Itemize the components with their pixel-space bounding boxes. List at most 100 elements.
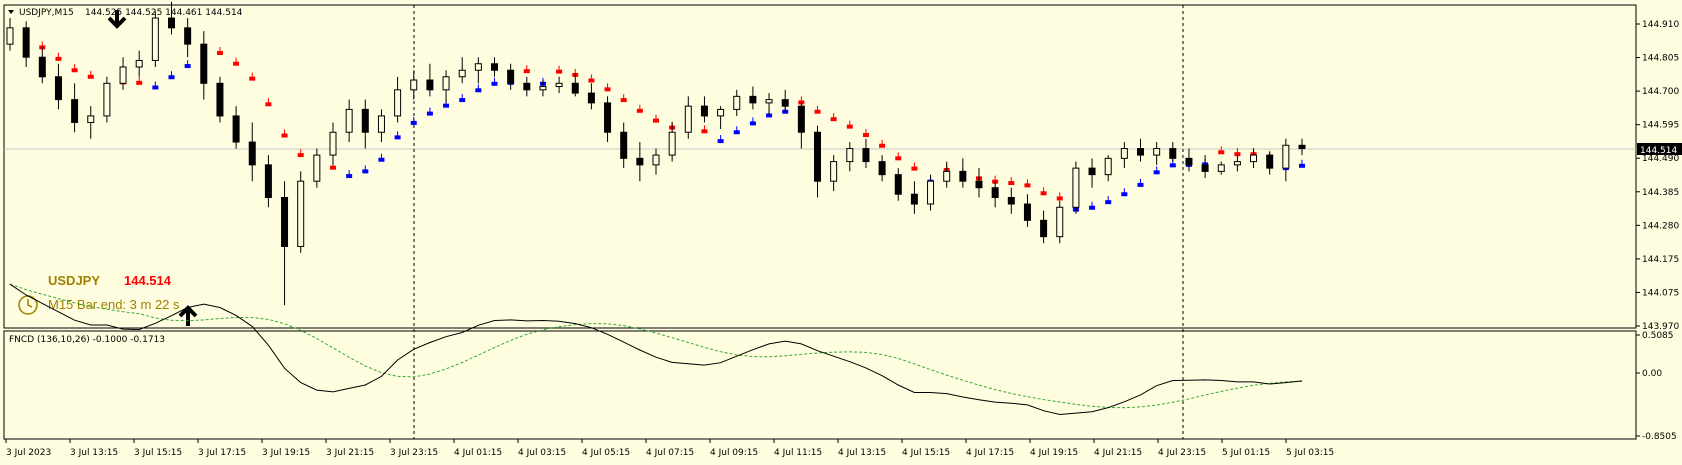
candle-bear (38, 56, 46, 78)
candle-bull (297, 180, 305, 247)
indicator-tick-label: 0.5085 (1642, 331, 1674, 341)
candle-bull (119, 66, 127, 84)
candle-bear (1201, 164, 1209, 172)
candle-bull (943, 170, 951, 182)
candle-bull (329, 131, 337, 156)
candle-bull (539, 86, 547, 91)
candle-bear (71, 99, 79, 123)
price-tick-label: 144.595 (1642, 121, 1679, 131)
candle-bear (587, 92, 595, 104)
candle-bear (507, 69, 515, 84)
candle-bull (1104, 157, 1112, 176)
time-tick-label: 3 Jul 23:15 (390, 448, 438, 458)
indicator-main-line (9, 283, 1303, 416)
candle-bull (1120, 148, 1128, 159)
candle-bear (781, 99, 789, 107)
time-tick-label: 5 Jul 03:15 (1286, 448, 1334, 458)
candle-bear (878, 161, 886, 176)
candle-bull (345, 108, 353, 133)
candle-bull (151, 17, 159, 61)
price-tick-label: 144.910 (1642, 20, 1679, 30)
price-axis[interactable]: 144.910 144.805 144.700 144.595 144.490 144.3… (1636, 20, 1679, 332)
candle-bear (910, 193, 918, 205)
candle-bull (313, 154, 321, 182)
candle-bear (361, 108, 369, 133)
candle-bull (846, 148, 854, 163)
candle-bear (894, 174, 902, 195)
candle-bull (765, 99, 773, 104)
candle-bear (636, 157, 644, 166)
price-tick-label: 144.700 (1642, 87, 1679, 97)
candle-bull (1217, 164, 1225, 172)
candle-bear (1023, 203, 1031, 221)
candle-bull (1250, 154, 1258, 163)
candle-bull (458, 69, 466, 78)
candle-bear (22, 27, 30, 58)
candle-bull (1056, 206, 1064, 238)
candle-bear (862, 148, 870, 163)
indicator-signal-line (9, 283, 1303, 409)
current-price-label: 144.514 (1640, 146, 1677, 156)
candle-bear (281, 196, 289, 247)
indicator-tick-label: -0.8505 (1642, 432, 1677, 442)
time-tick-label: 4 Jul 19:15 (1030, 448, 1078, 458)
candle-bull (474, 63, 482, 71)
time-tick-label: 3 Jul 13:15 (70, 448, 118, 458)
chart-ohlc-values: 144.525 144.525 144.461 144.514 (85, 8, 243, 18)
indicator-axis[interactable]: 0.5085 0.00 -0.8505 (1636, 331, 1677, 442)
indicator-tick-label: 0.00 (1642, 369, 1662, 379)
time-tick-label: 3 Jul 19:15 (262, 448, 310, 458)
candle-bull (733, 95, 741, 110)
candle-bear (216, 82, 224, 117)
candle-bear (1088, 167, 1096, 176)
candle-bear (571, 82, 579, 94)
chart-symbol-title: USDJPY,M15 (19, 8, 74, 18)
time-tick-label: 4 Jul 15:15 (902, 448, 950, 458)
candle-bull (394, 89, 402, 117)
candle-bull (135, 59, 143, 68)
candle-bull (1282, 144, 1290, 169)
candle-bear (54, 76, 62, 101)
candle-bear (1185, 157, 1193, 166)
candle-bear (1040, 219, 1048, 238)
candle-bull (1072, 167, 1080, 208)
price-tick-label: 144.075 (1642, 288, 1679, 298)
chart-menu-icon[interactable] (8, 10, 14, 14)
candle-bear (248, 141, 256, 166)
candle-bear (620, 131, 628, 159)
candle-bull (377, 115, 385, 133)
time-axis[interactable]: 3 Jul 2023 3 Jul 13:15 3 Jul 15:15 3 Jul 17… (5, 439, 1334, 458)
price-tick-label: 144.280 (1642, 221, 1679, 231)
candle-bear (814, 131, 821, 182)
time-tick-label: 4 Jul 01:15 (454, 448, 502, 458)
candle-bear (604, 102, 612, 133)
price-tick-label: 143.970 (1642, 322, 1679, 332)
time-tick-label: 3 Jul 17:15 (198, 448, 246, 458)
info-symbol: USDJPY (48, 273, 100, 288)
candle-bear (749, 95, 757, 104)
clock-hands-icon (27, 299, 33, 308)
candle-bear (797, 105, 805, 133)
time-tick-label: 4 Jul 05:15 (582, 448, 630, 458)
candle-bull (555, 82, 563, 88)
candle-bear (1007, 196, 1015, 205)
candle-bull (442, 76, 450, 91)
candle-bull (830, 161, 838, 182)
candle-bull (103, 82, 111, 117)
candle-bull (717, 108, 725, 117)
candle-bear (491, 63, 498, 71)
time-tick-label: 4 Jul 03:15 (518, 448, 566, 458)
candle-bear (1266, 154, 1274, 169)
time-tick-label: 4 Jul 07:15 (646, 448, 694, 458)
candle-bull (684, 105, 692, 133)
time-tick-label: 4 Jul 11:15 (774, 448, 822, 458)
candle-bear (232, 115, 240, 143)
time-tick-label: 4 Jul 13:15 (838, 448, 886, 458)
price-tick-label: 144.805 (1642, 54, 1679, 64)
time-tick-label: 4 Jul 21:15 (1094, 448, 1142, 458)
indicator-frame (3, 330, 1637, 440)
time-tick-label: 3 Jul 21:15 (326, 448, 374, 458)
time-tick-label: 4 Jul 09:15 (710, 448, 758, 458)
